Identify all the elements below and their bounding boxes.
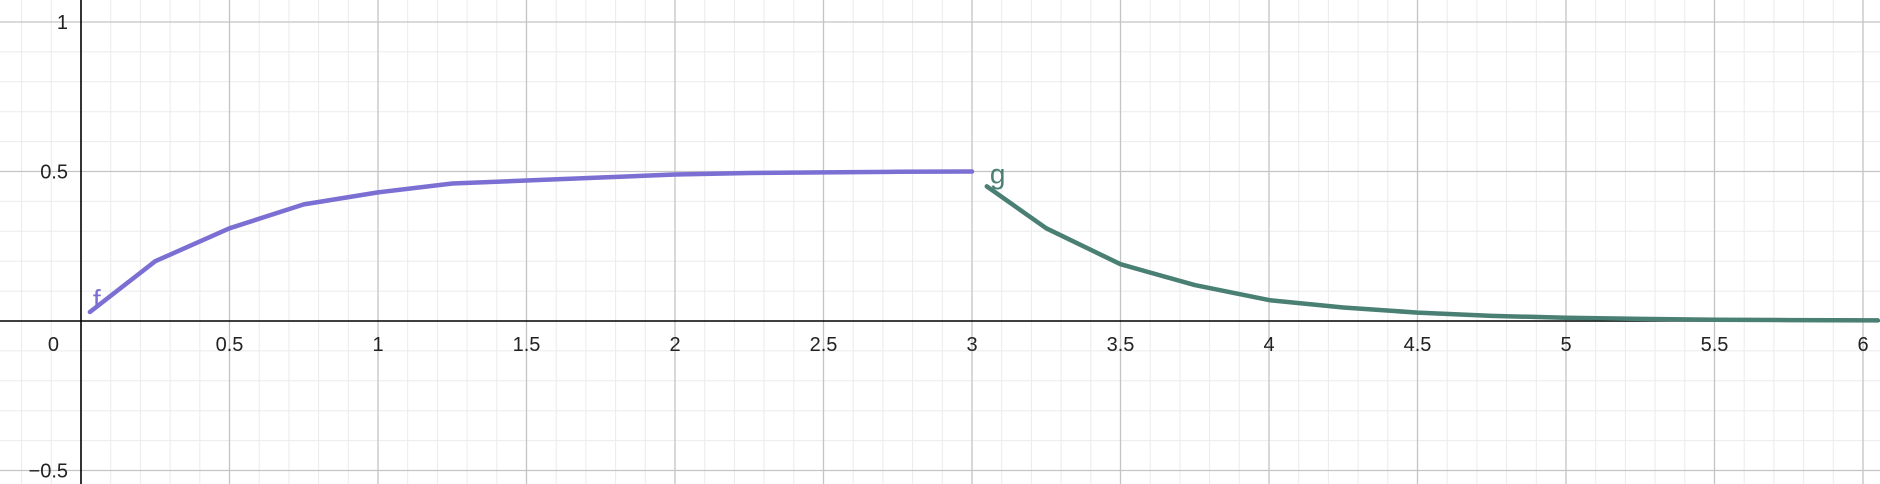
x-tick-label: 0.5 <box>216 334 244 356</box>
x-tick-label: 2.5 <box>810 334 838 356</box>
x-tick-label: 5 <box>1560 334 1571 356</box>
curve-f[interactable] <box>87 169 975 315</box>
x-tick-label: 6 <box>1857 334 1868 356</box>
y-tick-label: −0.5 <box>29 461 68 483</box>
x-tick-label: 4.5 <box>1404 334 1432 356</box>
x-tick-label: 1 <box>372 334 383 356</box>
function-label-f: f <box>93 284 101 315</box>
function-label-g: g <box>990 158 1006 189</box>
x-tick-label: 5.5 <box>1701 334 1729 356</box>
y-tick-label: 1 <box>57 12 68 34</box>
origin-label: 0 <box>48 334 59 356</box>
x-tick-label: 3 <box>966 334 977 356</box>
y-tick-label: 0.5 <box>40 162 68 184</box>
function-curves: fg <box>87 158 1880 323</box>
tick-labels: 0.5 1 1.5 2 2.5 3 3.5 4 4.5 5 5.5 6 0 1 0.5 −0.5 <box>29 12 1869 483</box>
x-tick-label: 4 <box>1263 334 1274 356</box>
x-tick-label: 1.5 <box>513 334 541 356</box>
x-tick-label: 2 <box>669 334 680 356</box>
curve-g[interactable] <box>984 184 1880 323</box>
x-tick-label: 3.5 <box>1107 334 1135 356</box>
